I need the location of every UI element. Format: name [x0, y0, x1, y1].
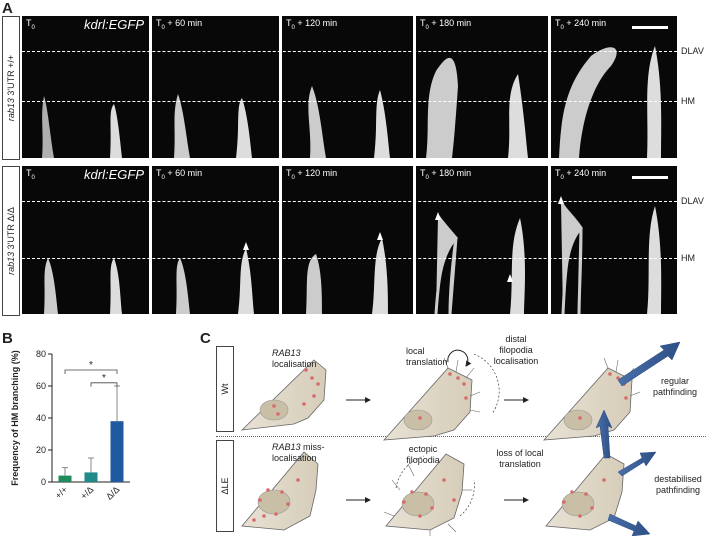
schematic-row-wt: Wt	[216, 346, 234, 432]
panel-a-letter: A	[2, 0, 13, 17]
y-tick-label: 60	[36, 381, 46, 391]
dlav-label: DLAV	[681, 46, 704, 56]
y-tick-label: 40	[36, 413, 46, 423]
row-label-genotype: 3'UTR Δ/Δ	[6, 207, 16, 252]
bar	[58, 475, 72, 482]
pathfinding-arrow	[617, 451, 657, 477]
time-label: T0 + 120 min	[286, 18, 338, 31]
significance-marker: *	[102, 373, 106, 384]
time-label: T0	[26, 168, 35, 181]
microscopy-frame: T0 + 60 min	[152, 166, 279, 314]
x-tick-label: +/Δ	[79, 484, 96, 501]
gene-tag: kdrl:EGFP	[84, 167, 144, 182]
panel-c-letter: C	[200, 330, 211, 347]
scale-bar	[632, 26, 668, 29]
panel-b-letter: B	[2, 330, 13, 347]
time-label: T0 + 60 min	[156, 18, 203, 31]
y-axis-label: Frequency of HM branching (%)	[10, 350, 20, 486]
dlav-line	[22, 201, 677, 202]
microscopy-frame: T0 + 60 min	[152, 16, 279, 158]
schematic-row-wt-label: Wt	[220, 383, 230, 395]
bar	[84, 472, 98, 482]
pathfinding-arrow	[607, 513, 651, 536]
gene-tag: kdrl:EGFP	[84, 17, 144, 32]
microscopy-frame: T0 + 180 min	[416, 166, 548, 314]
x-tick-label: +/+	[53, 484, 69, 500]
row-label-gene: rab13	[6, 98, 16, 122]
time-label: T0 + 60 min	[156, 168, 203, 181]
schematic-diagram	[240, 341, 681, 536]
y-tick-label: 80	[36, 349, 46, 359]
microscopy-frame: T0 + 180 min	[416, 16, 548, 158]
dlav-label: DLAV	[681, 196, 704, 206]
cell-dle-1	[241, 451, 319, 531]
significance-marker: *	[89, 360, 93, 371]
hm-line	[22, 101, 677, 102]
row-label-wt: rab13 3'UTR +/+	[2, 16, 20, 160]
microscopy-frame: T0 kdrl:EGFP	[22, 166, 149, 314]
x-tick-label: Δ/Δ	[104, 484, 121, 501]
scale-bar	[632, 176, 668, 179]
microscopy-frame: T0 kdrl:EGFP	[22, 16, 149, 158]
hm-line	[22, 258, 677, 259]
cell-dle-2	[383, 453, 475, 536]
cell-wt-1	[240, 359, 327, 431]
row-label-gene: rab13	[6, 251, 16, 275]
hm-label: HM	[681, 253, 695, 263]
time-label: T0 + 180 min	[420, 18, 472, 31]
time-label: T0 + 240 min	[555, 168, 607, 181]
pathfinding-arrow	[595, 409, 613, 459]
significance-bracket	[64, 369, 118, 374]
row-label-mutant: rab13 3'UTR Δ/Δ	[2, 166, 20, 316]
cell-wt-3	[543, 341, 681, 441]
y-tick-label: 0	[41, 477, 46, 487]
schematic-row-dle: ΔLE	[216, 440, 234, 532]
time-label: T0	[26, 18, 35, 31]
time-label: T0 + 120 min	[286, 168, 338, 181]
schematic-divider	[216, 436, 706, 437]
cell-wt-2	[383, 349, 500, 441]
schematic-row-dle-label: ΔLE	[220, 477, 230, 495]
cell-dle-3	[545, 409, 657, 536]
label-distal-filopodia: distal filopodia localisation	[493, 334, 539, 366]
label-loss-of-local-translation: loss of local translation	[496, 448, 544, 469]
time-label: T0 + 180 min	[420, 168, 472, 181]
label-local-translation: local translation	[406, 346, 448, 367]
time-label: T0 + 240 min	[555, 18, 607, 31]
microscopy-frame: T0 + 240 min	[551, 166, 677, 314]
branching-bar-chart: 0 20 40 60 80 Frequency of HM branching (%) +/…	[10, 349, 130, 502]
row-label-genotype: 3'UTR +/+	[6, 54, 16, 99]
label-ectopic-filopodia: ectopic filopodia	[406, 444, 440, 465]
label-rab13-localisation: RAB13 localisation	[272, 348, 317, 369]
label-rab13-miss-localisation: RAB13 miss-localisation	[272, 442, 325, 463]
microscopy-frame: T0 + 120 min	[282, 166, 413, 314]
dlav-line	[22, 51, 677, 52]
hm-label: HM	[681, 96, 695, 106]
bar	[110, 421, 124, 482]
label-destabilised-pathfinding: destabilised pathfinding	[654, 474, 702, 495]
significance-bracket	[90, 382, 118, 387]
microscopy-frame: T0 + 120 min	[282, 16, 413, 158]
microscopy-frame: T0 + 240 min	[551, 16, 677, 158]
label-regular-pathfinding: regular pathfinding	[652, 376, 698, 397]
pathfinding-arrow	[617, 341, 681, 387]
y-tick-label: 20	[36, 445, 46, 455]
